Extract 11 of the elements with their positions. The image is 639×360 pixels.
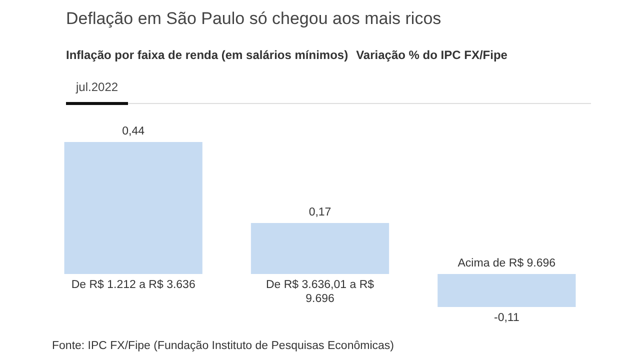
text: Variação % do IPC FX/Fipe	[356, 48, 508, 62]
legend-title: jul.2022	[66, 76, 128, 105]
data-label: -0,11	[494, 312, 520, 324]
x-tick-label: De R$ 3.636,01 a R$ 9.696	[266, 278, 375, 305]
chart-subtitle: Inflação por faixa de renda (em salários mínimos)	[66, 48, 348, 62]
data-label: 0,17	[308, 206, 332, 218]
chart-title: Deflação em São Paulo só chegou aos mais ricos	[66, 9, 442, 29]
x-tick-label: Acima de R$ 9.696	[458, 257, 556, 270]
data-label: 0,44	[122, 125, 146, 138]
source-note: Fonte: IPC FX/Fipe (Fundação Instituto de Pesquisas Econômicas)	[52, 340, 394, 352]
x-tick-label: De R$ 1.212 a R$ 3.636	[71, 278, 196, 291]
